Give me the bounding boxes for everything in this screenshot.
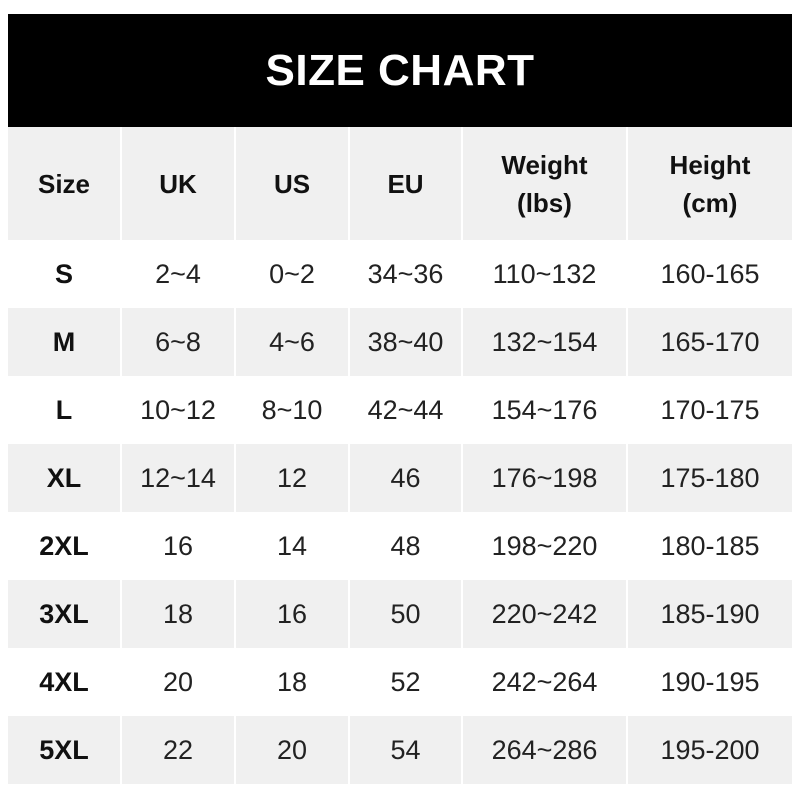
cell-us: 12 <box>234 444 349 512</box>
cell-size: 2XL <box>39 530 89 561</box>
column-header-weight: Weight (lbs) <box>461 127 627 240</box>
column-header-us: US <box>234 127 349 240</box>
cell-height: 180-185 <box>626 512 792 580</box>
cell-height: 185-190 <box>626 580 792 648</box>
table-row: 2XL 16 14 48 198~220 180-185 <box>8 512 792 580</box>
cell-size: XL <box>8 444 121 512</box>
cell-eu: 38~40 <box>348 308 462 376</box>
column-header-height: Height (cm) <box>626 127 792 240</box>
cell-us: 16 <box>234 580 349 648</box>
size-chart-table: Size UK US EU Weight (lbs) Height (cm) S 2~4 0~2 3… <box>8 127 792 784</box>
cell-eu: 42~44 <box>348 376 462 444</box>
cell-height: 165-170 <box>626 308 792 376</box>
cell-weight: 198~220 <box>461 512 627 580</box>
column-header-uk: UK <box>120 127 235 240</box>
table-row: 3XL 18 16 50 220~242 185-190 <box>8 580 792 648</box>
cell-eu: 50 <box>348 580 462 648</box>
table-row: XL 12~14 12 46 176~198 175-180 <box>8 444 792 512</box>
cell-weight: 110~132 <box>461 240 627 308</box>
cell-us: 0~2 <box>234 240 349 308</box>
cell-eu: 52 <box>348 648 462 716</box>
cell-size: 3XL <box>8 580 121 648</box>
cell-height: 160-165 <box>626 240 792 308</box>
cell-eu: 54 <box>348 716 462 784</box>
table-body: S 2~4 0~2 34~36 110~132 160-165 M 6~8 4~6 38~40 13… <box>8 240 792 784</box>
cell-size: L <box>55 394 73 425</box>
cell-weight: 242~264 <box>461 648 627 716</box>
cell-uk: 2~4 <box>120 240 235 308</box>
cell-size: 5XL <box>8 716 121 784</box>
table-row: S 2~4 0~2 34~36 110~132 160-165 <box>8 240 792 308</box>
cell-us: 18 <box>234 648 349 716</box>
cell-uk: 12~14 <box>120 444 235 512</box>
cell-size: 4XL <box>39 666 89 697</box>
cell-uk: 20 <box>120 648 235 716</box>
cell-eu: 46 <box>348 444 462 512</box>
cell-weight: 220~242 <box>461 580 627 648</box>
size-chart-title: SIZE CHART <box>8 14 792 127</box>
table-row: 5XL 22 20 54 264~286 195-200 <box>8 716 792 784</box>
table-row: 4XL 20 18 52 242~264 190-195 <box>8 648 792 716</box>
cell-weight: 176~198 <box>461 444 627 512</box>
cell-eu: 48 <box>348 512 462 580</box>
cell-uk: 22 <box>120 716 235 784</box>
cell-weight: 264~286 <box>461 716 627 784</box>
table-row: M 6~8 4~6 38~40 132~154 165-170 <box>8 308 792 376</box>
cell-height: 195-200 <box>626 716 792 784</box>
cell-eu: 34~36 <box>348 240 462 308</box>
column-header-eu: EU <box>348 127 462 240</box>
header-row: Size UK US EU Weight (lbs) Height (cm) <box>8 127 792 240</box>
cell-size: M <box>8 308 121 376</box>
cell-height: 170-175 <box>626 376 792 444</box>
cell-us: 14 <box>234 512 349 580</box>
cell-uk: 6~8 <box>120 308 235 376</box>
cell-us: 20 <box>234 716 349 784</box>
cell-uk: 16 <box>120 512 235 580</box>
cell-height: 175-180 <box>626 444 792 512</box>
cell-weight: 154~176 <box>461 376 627 444</box>
cell-height: 190-195 <box>626 648 792 716</box>
cell-weight: 132~154 <box>461 308 627 376</box>
cell-size: S <box>54 258 73 289</box>
cell-uk: 10~12 <box>120 376 235 444</box>
column-header-size: Size <box>8 127 121 240</box>
cell-uk: 18 <box>120 580 235 648</box>
cell-us: 4~6 <box>234 308 349 376</box>
cell-us: 8~10 <box>234 376 349 444</box>
table-row: L 10~12 8~10 42~44 154~176 170-175 <box>8 376 792 444</box>
